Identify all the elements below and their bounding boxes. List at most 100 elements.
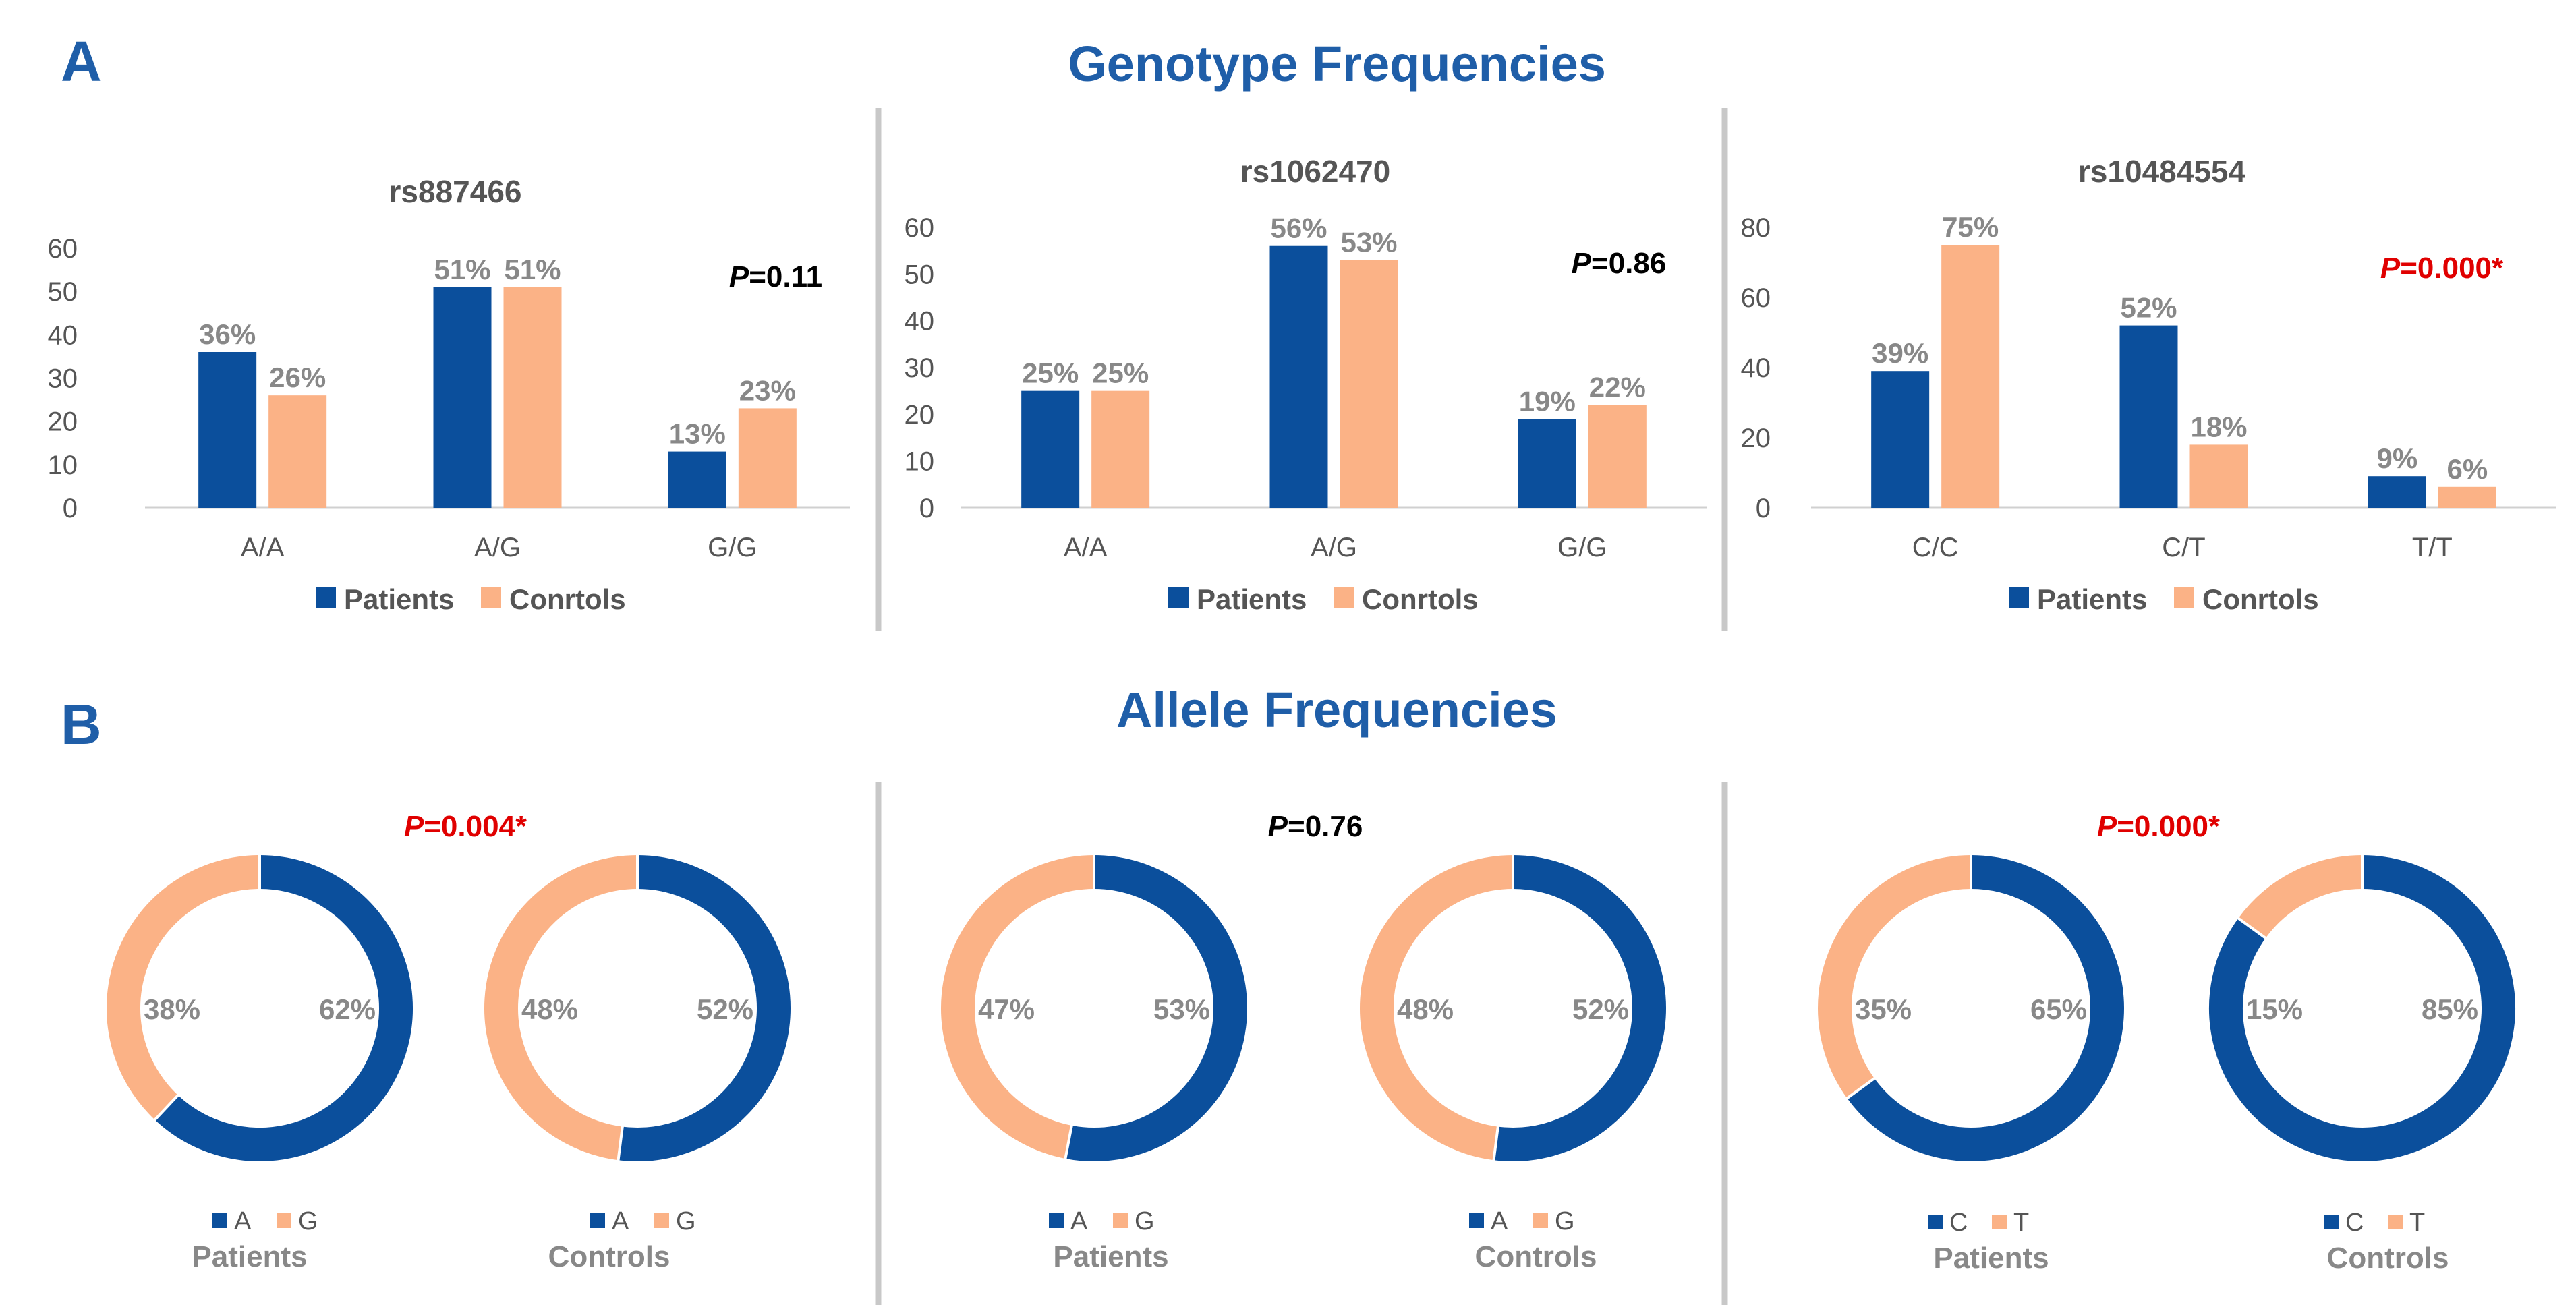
- legend-label: G: [298, 1207, 318, 1235]
- bar-data-label: 53%: [1340, 227, 1397, 258]
- legend-label: A: [612, 1207, 629, 1235]
- y-tick-label: 30: [48, 364, 78, 394]
- y-tick-label: 50: [905, 260, 935, 289]
- donut-controls: 85% 15% C T Controls: [2209, 854, 2515, 1275]
- legend-swatch: [1533, 1213, 1548, 1228]
- donut-label: 35%: [1855, 993, 1912, 1025]
- bar-data-label: 13%: [669, 418, 726, 450]
- donut-patients: 53% 47% A G Patients: [941, 854, 1248, 1273]
- legend-label: A: [1491, 1207, 1508, 1235]
- donut-slice-T: [2238, 855, 2363, 939]
- bar-data-label: 25%: [1022, 357, 1079, 389]
- donut-caption: Controls: [2327, 1242, 2449, 1275]
- legend-label: A: [234, 1207, 252, 1235]
- p-value-letter: P: [2097, 810, 2117, 843]
- y-tick-label: 20: [1741, 424, 1771, 453]
- y-tick-label: 60: [1741, 283, 1771, 313]
- legend-label: G: [1555, 1207, 1575, 1235]
- y-tick-label: 40: [48, 320, 78, 350]
- legend-swatch: [1113, 1213, 1128, 1228]
- bar-data-label: 26%: [269, 361, 326, 393]
- donut-label: 15%: [2246, 993, 2303, 1025]
- slice-separator: [1492, 1125, 1500, 1162]
- p-value-text: =0.000*: [2400, 252, 2504, 285]
- p-value-text: =0.86: [1591, 247, 1666, 280]
- donut-label: 53%: [1153, 993, 1210, 1025]
- bar-data-label: 18%: [2190, 411, 2247, 442]
- x-tick-label: G/G: [708, 533, 757, 562]
- slice-separator: [152, 1093, 180, 1122]
- bar-patients-T/T: [2368, 476, 2426, 508]
- y-tick-label: 10: [48, 450, 78, 480]
- y-tick-label: 30: [905, 353, 935, 383]
- y-tick-label: 20: [905, 400, 935, 430]
- panel-a-letter: A: [61, 30, 102, 93]
- bar-data-label: 51%: [504, 254, 561, 285]
- bar-patients-A/G: [433, 287, 492, 508]
- donut-caption: Patients: [1933, 1242, 2049, 1275]
- legend-swatch: [1928, 1215, 1943, 1229]
- donut-slice-C: [2209, 855, 2515, 1161]
- donut-caption: Patients: [192, 1240, 307, 1273]
- p-value: P=0.004*: [404, 810, 527, 843]
- legend-label: T: [2013, 1209, 2029, 1237]
- y-tick-label: 40: [1741, 353, 1771, 383]
- y-tick-label: 60: [905, 213, 935, 243]
- chart-title: rs10484554: [2078, 154, 2246, 189]
- x-tick-label: A/G: [1311, 533, 1357, 562]
- bar-controls-G/G: [1588, 405, 1647, 508]
- legend-label: Conrtols: [1362, 583, 1479, 615]
- donut-slice-A: [1065, 855, 1248, 1161]
- donut-slice-A: [1493, 855, 1666, 1161]
- bar-data-label: 51%: [434, 254, 490, 285]
- donut-label: 65%: [2030, 993, 2087, 1025]
- legend-label: Patients: [2037, 583, 2147, 615]
- donut-caption: Controls: [548, 1240, 670, 1273]
- bar-controls-C/T: [2189, 444, 2248, 508]
- legend-swatch: [277, 1213, 291, 1228]
- bar-controls-A/A: [1091, 390, 1150, 508]
- bar-patients-A/A: [1021, 390, 1080, 508]
- legend-swatch: [212, 1213, 227, 1228]
- donut-caption: Patients: [1053, 1240, 1168, 1273]
- donut-patients: 65% 35% C T Patients: [1818, 854, 2124, 1275]
- bar-data-label: 6%: [2446, 453, 2488, 485]
- bar-data-label: 9%: [2376, 442, 2417, 474]
- donut-slice-G: [941, 855, 1095, 1159]
- donut-label: 48%: [521, 993, 578, 1025]
- legend-label: C: [2345, 1209, 2364, 1237]
- p-value-text: =0.004*: [424, 810, 527, 843]
- y-tick-label: 40: [905, 307, 935, 337]
- legend-label: C: [1949, 1209, 1968, 1237]
- donut-slice-G: [484, 855, 638, 1161]
- donut-slice-C: [1847, 855, 2124, 1161]
- p-value-text: =0.000*: [2117, 810, 2221, 843]
- donut-caption: Controls: [1475, 1240, 1597, 1273]
- bar-chart-rs10484554: rs10484554 0 20 40 60 80 C/C 39% 75% C/T 52% 18% T/T…: [1741, 154, 2556, 615]
- y-tick-label: 0: [919, 494, 934, 523]
- donut-slice-A: [618, 855, 791, 1161]
- bar-controls-G/G: [738, 408, 797, 508]
- donut-label: 52%: [1572, 993, 1629, 1025]
- p-value-letter: P: [729, 260, 749, 293]
- donut-slice-A: [154, 855, 413, 1161]
- bar-data-label: 36%: [199, 318, 256, 350]
- legend-swatch: [1334, 587, 1354, 608]
- bar-data-label: 75%: [1942, 211, 1999, 243]
- legend-swatch: [654, 1213, 669, 1228]
- bar-data-label: 23%: [739, 374, 796, 406]
- donut-label: 38%: [144, 993, 200, 1025]
- y-tick-label: 10: [905, 447, 935, 477]
- legend-swatch: [2174, 587, 2194, 608]
- y-tick-label: 0: [1756, 494, 1771, 523]
- bar-controls-A/G: [503, 287, 562, 508]
- bar-patients-C/T: [2119, 325, 2178, 508]
- legend-swatch: [316, 587, 336, 608]
- p-value: P=0.86: [1572, 247, 1667, 280]
- bar-patients-C/C: [1871, 371, 1930, 508]
- legend-swatch: [1168, 587, 1189, 608]
- y-tick-label: 60: [48, 234, 78, 264]
